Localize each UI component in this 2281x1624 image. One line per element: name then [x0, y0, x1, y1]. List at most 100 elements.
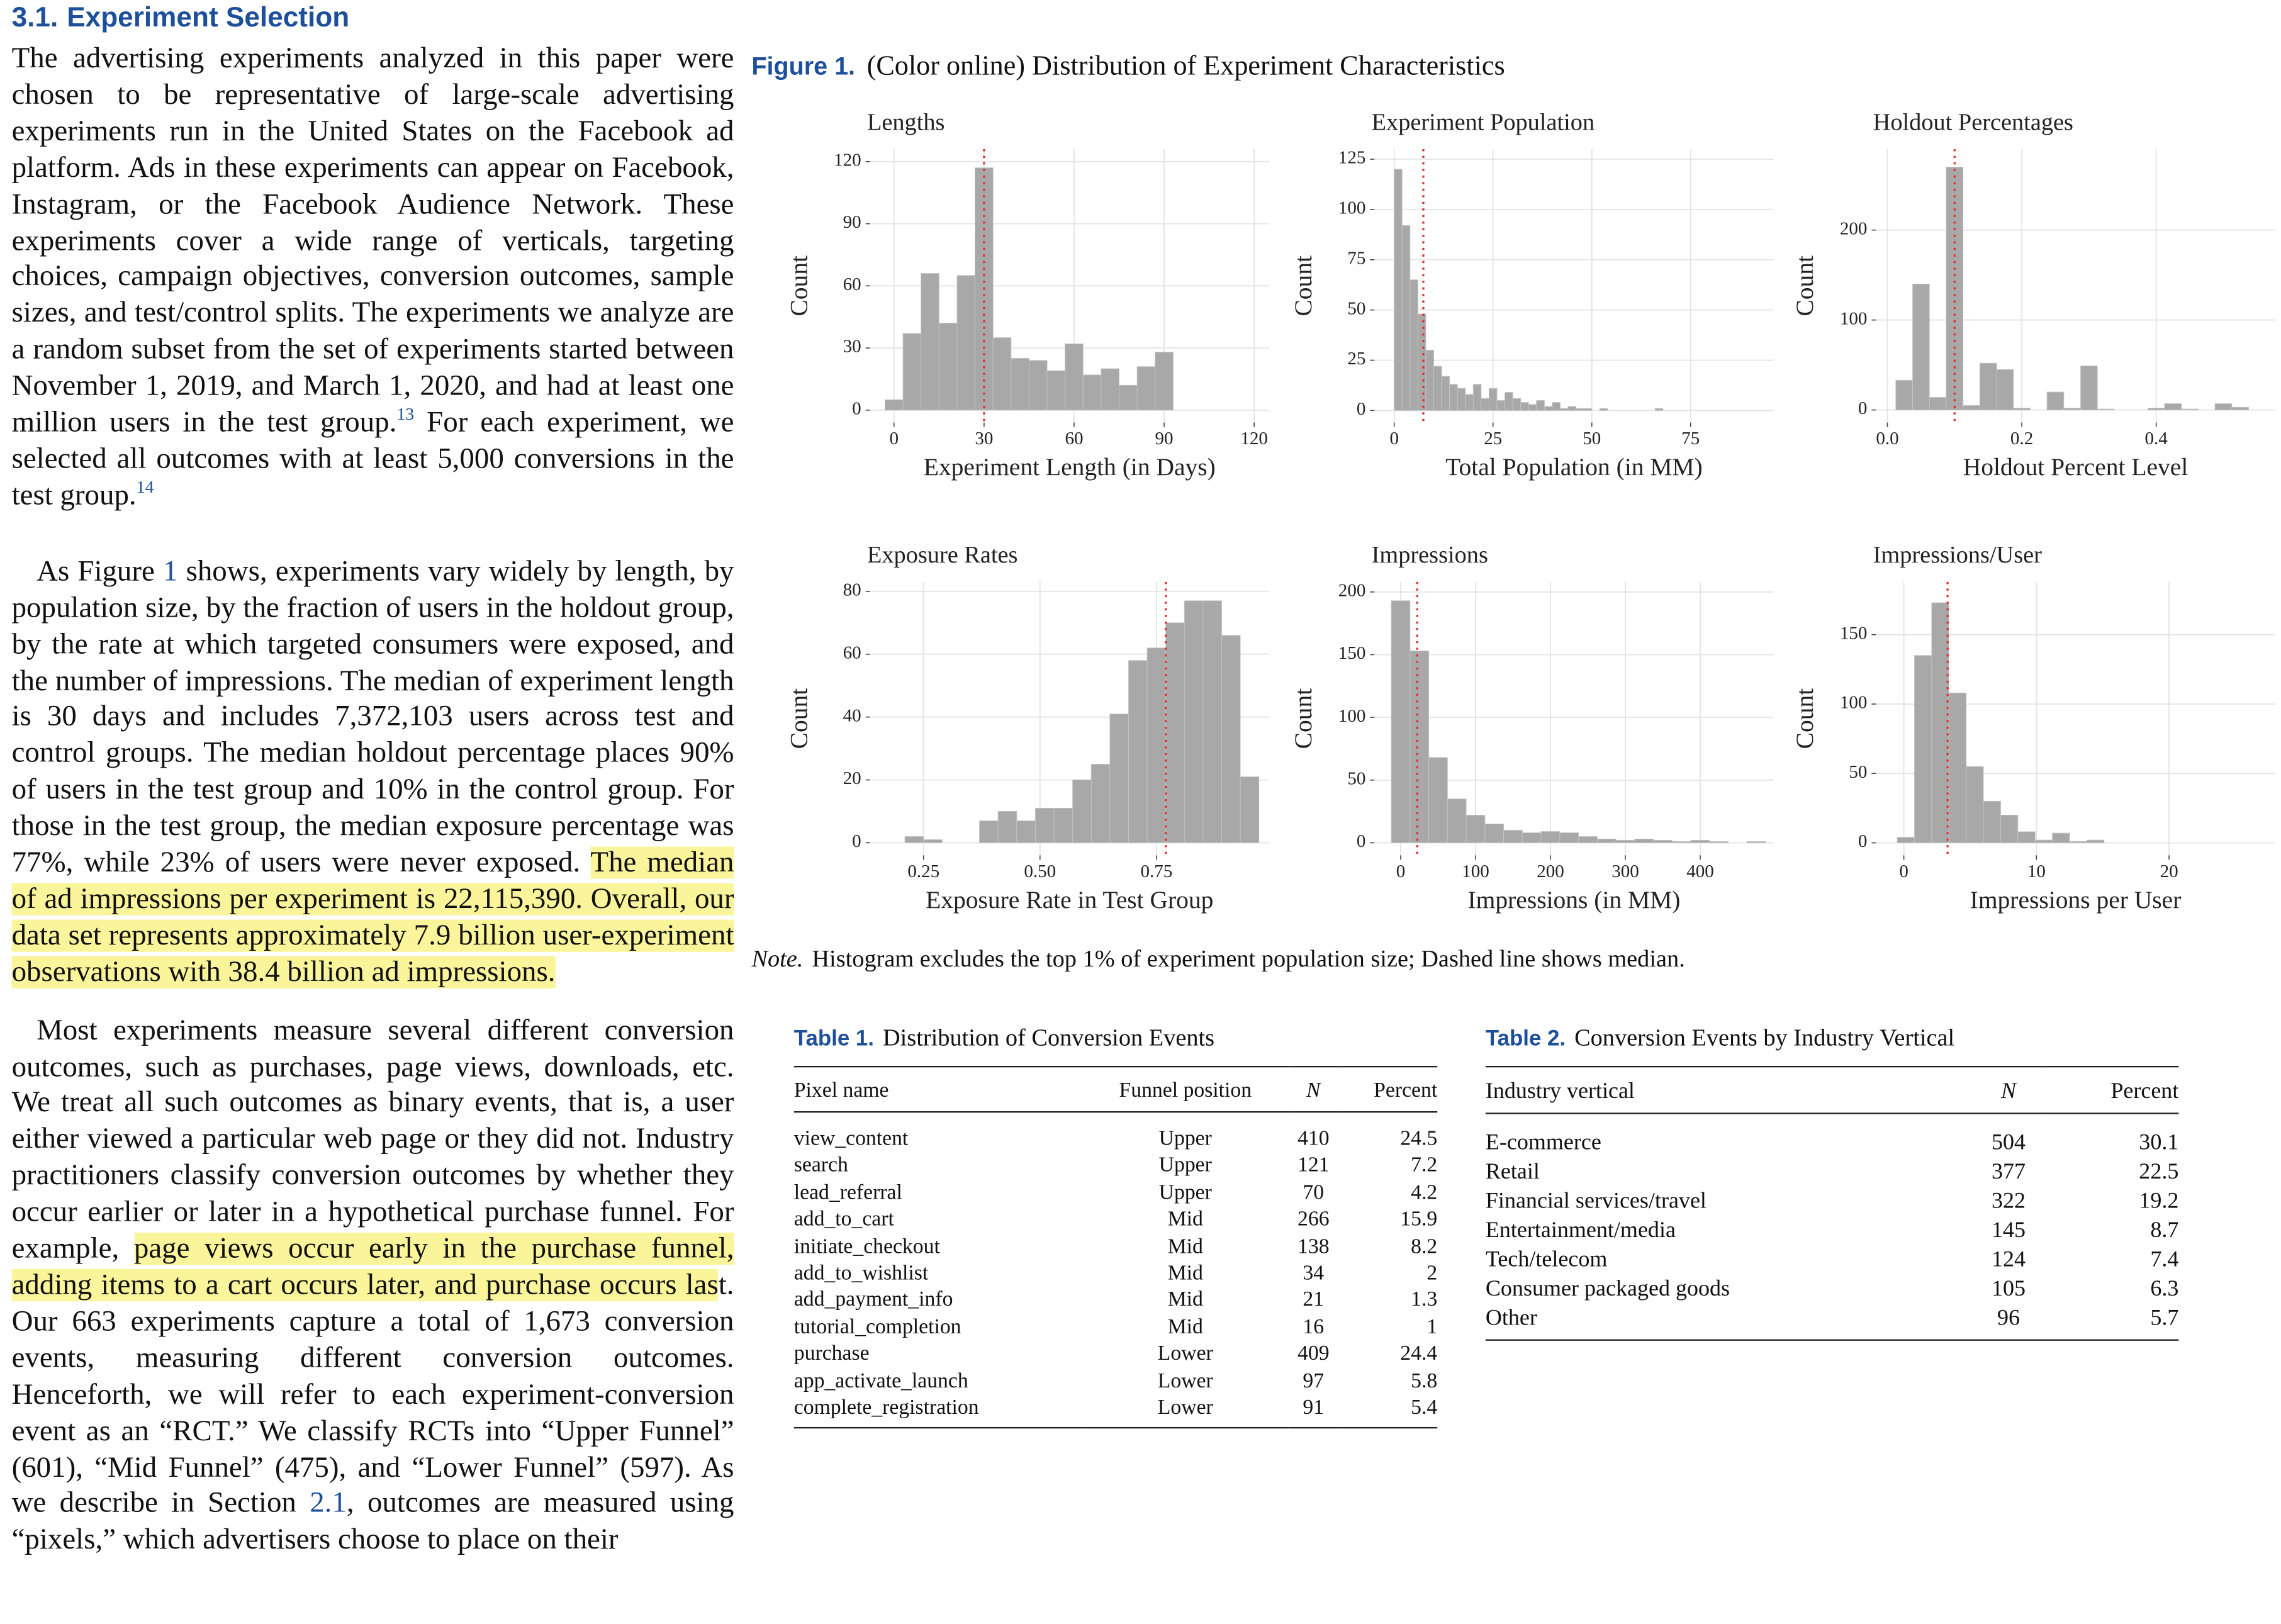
table-cell: 8.7	[2150, 1218, 2179, 1243]
y-tick-label: 75	[1347, 248, 1365, 268]
table-cell: Upper	[1158, 1127, 1212, 1151]
table-cell: view_content	[793, 1127, 909, 1151]
x-tick-label: 60	[1065, 428, 1083, 449]
panel-title: Holdout Percentages	[1873, 109, 2073, 135]
y-tick-label: 125	[1338, 148, 1366, 168]
y-axis-label: Count	[1289, 688, 1317, 749]
table-cell: Lower	[1157, 1342, 1213, 1366]
table-cell: Financial services/travel	[1485, 1189, 1707, 1214]
section-title: Experiment Selection	[67, 3, 350, 34]
table-cell: Mid	[1167, 1289, 1203, 1313]
histogram-bar	[1425, 350, 1434, 411]
histogram-bar	[2046, 391, 2065, 411]
figure-caption: Figure 1. (Color online) Distribution of …	[751, 51, 1505, 83]
histogram-bar	[1596, 838, 1617, 843]
histogram-bar	[1690, 839, 1710, 843]
histogram-bar	[1540, 831, 1561, 843]
histogram-bar	[2147, 408, 2165, 411]
histogram-bar	[1109, 714, 1129, 843]
histogram-bar	[2086, 839, 2105, 843]
histogram-bar	[1634, 838, 1654, 843]
table-2: Table 2. Conversion Events by Industry Ve…	[1485, 1024, 2179, 1341]
header-row: Industry vertical N Percent	[1485, 1067, 2179, 1114]
table-cell: 2	[1426, 1262, 1438, 1285]
histogram-bar	[1240, 776, 1260, 843]
paragraph: As Figure 1 shows, experiments vary wide…	[11, 554, 734, 991]
x-tick-label: 0.2	[2010, 428, 2033, 449]
histogram-bar	[1165, 622, 1185, 843]
histogram-bar	[2164, 403, 2182, 411]
table-cell: Upper	[1158, 1154, 1212, 1178]
table-label: Table 1.	[793, 1026, 875, 1051]
table-row: Tech/telecom 124 7.4	[1486, 1246, 2178, 1275]
histogram-bar	[1028, 360, 1048, 411]
table-cell: Mid	[1167, 1315, 1203, 1340]
column-header: N	[1974, 1067, 2043, 1114]
histogram-bar	[1895, 379, 1914, 411]
x-tick-label: 25	[1484, 428, 1502, 449]
x-tick-label: 400	[1686, 861, 1714, 882]
table-cell: 5.4	[1411, 1396, 1438, 1420]
histogram-bar	[1654, 408, 1664, 411]
table-cell: 24.4	[1400, 1342, 1438, 1366]
histogram-bar	[902, 333, 922, 411]
y-tick-label: 150	[1338, 643, 1366, 663]
histogram-bar	[1016, 820, 1036, 843]
paragraph: Most experiments measure several differe…	[11, 1013, 734, 1559]
note-text: Histogram excludes the top 1% of experim…	[812, 944, 1685, 973]
histogram-bar	[1963, 405, 1980, 411]
x-axis-label: Impressions (in MM)	[1468, 886, 1681, 914]
histogram-bar	[904, 836, 924, 843]
histogram-bar	[1410, 279, 1418, 411]
y-tick-label: 20	[843, 768, 861, 788]
table-cell: 1.3	[1411, 1289, 1438, 1313]
histogram-bar	[1966, 766, 1984, 843]
table-cell: 21	[1303, 1289, 1325, 1313]
table-row: add_to_wishlist Mid 34 2	[794, 1260, 1437, 1287]
y-axis-label: Count	[1791, 688, 1819, 749]
histogram-bar	[1914, 655, 1932, 843]
histogram-bar	[1449, 384, 1458, 411]
table-cell: 15.9	[1400, 1207, 1438, 1232]
table-cell: 96	[1997, 1306, 2020, 1331]
histogram-bar	[1503, 830, 1523, 843]
x-tick-label: 0	[890, 428, 899, 449]
histogram-bar	[2214, 403, 2233, 411]
histogram-bar	[1544, 406, 1553, 411]
x-tick-label: 0.50	[1024, 861, 1056, 882]
text-run: As Figure	[36, 555, 163, 588]
y-tick-label: 0	[852, 398, 861, 418]
histogram-bar	[1484, 824, 1505, 843]
histogram-bar	[1576, 408, 1584, 411]
y-tick-label: 60	[843, 642, 861, 663]
table-cell: 19.2	[2139, 1189, 2179, 1214]
histogram-bar	[1082, 374, 1102, 411]
figure-label: Figure 1.	[751, 52, 856, 81]
histogram-bar	[1615, 839, 1635, 843]
histogram-bar	[2017, 831, 2036, 843]
histogram-bar	[1948, 692, 1967, 843]
panel-title: Lengths	[867, 109, 944, 135]
histogram-bar	[1929, 397, 1947, 411]
column-header: Percent	[1338, 1067, 1438, 1113]
table-cell: 121	[1297, 1154, 1330, 1178]
y-axis-label: Count	[785, 255, 812, 316]
table-row: tutorial_completion Mid 16 1	[794, 1314, 1437, 1341]
table-row: app_activate_launch Lower 97 5.8	[794, 1368, 1437, 1395]
x-tick-label: 200	[1537, 861, 1564, 882]
histogram-bar	[1410, 651, 1430, 843]
table-cell: tutorial_completion	[793, 1315, 961, 1340]
histogram-bar	[1505, 392, 1513, 411]
table-cell: 266	[1297, 1207, 1330, 1232]
histogram-bar	[1522, 832, 1542, 843]
header-row: Pixel name Funnel position N Percent	[793, 1067, 1438, 1113]
x-tick-label: 10	[2027, 861, 2046, 882]
table-cell: 145	[1991, 1218, 2026, 1243]
section-heading: 3.1. Experiment Selection	[12, 3, 359, 35]
histogram-bar	[1653, 839, 1673, 843]
y-axis-label: Count	[785, 688, 812, 749]
y-tick-label: 0	[1858, 398, 1868, 418]
table-cell: 322	[1991, 1189, 2026, 1214]
histogram-bar	[1552, 402, 1561, 411]
